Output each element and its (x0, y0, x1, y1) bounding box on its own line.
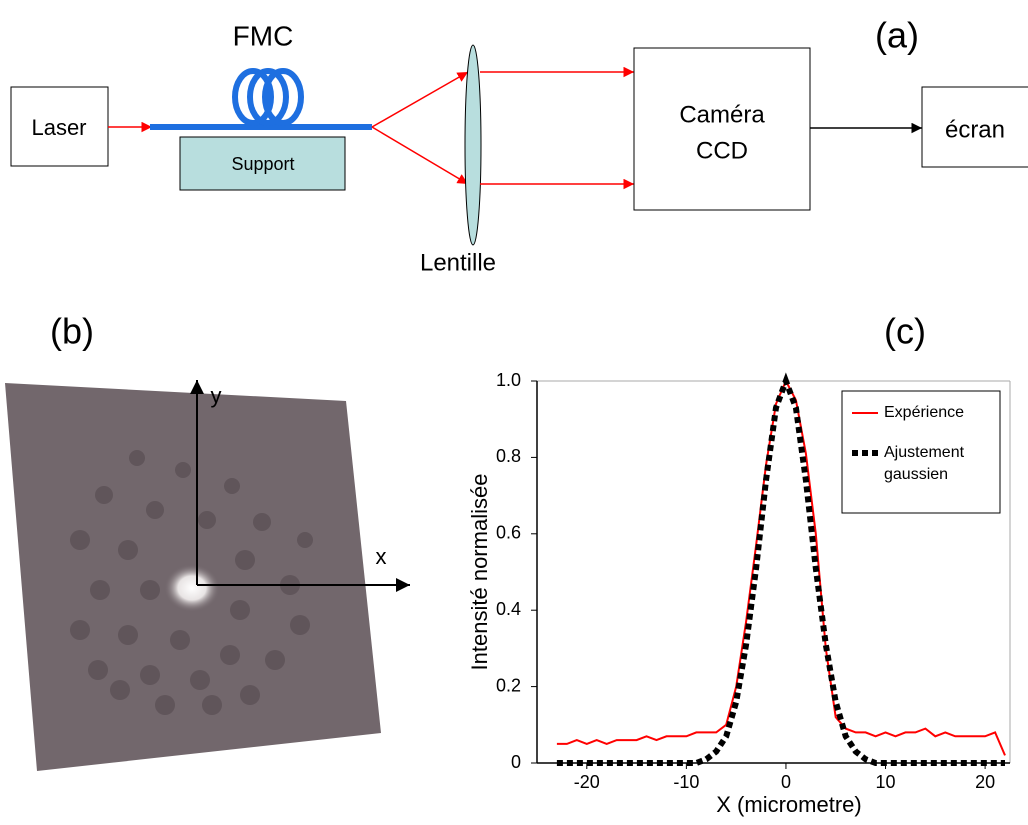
x-tick-label: -20 (574, 772, 600, 792)
spots (70, 450, 313, 715)
axis-label: x (376, 544, 387, 569)
support-label: Support (231, 154, 294, 174)
lens-label: Lentille (420, 249, 496, 276)
camera-label: CCD (696, 137, 748, 164)
y-tick-label: 0.2 (496, 675, 521, 695)
axis-label: y (211, 383, 222, 408)
camera-box (633, 47, 811, 211)
legend-entry: Expérience (884, 404, 965, 421)
x-tick-label: -10 (673, 772, 699, 792)
y-axis-title: Intensité normalisée (467, 474, 492, 671)
laser-label: Laser (31, 115, 86, 140)
panel-label: (b) (50, 311, 94, 352)
legend-label: Ajustement gaussien (884, 444, 965, 483)
panel-label: (c) (884, 311, 926, 352)
series-line (556, 378, 1006, 756)
support-box (179, 136, 346, 191)
legend-box (841, 390, 1001, 514)
fiber-label: FMC (233, 20, 294, 51)
laser-box (10, 86, 109, 167)
camera-label: Caméra (679, 101, 765, 128)
screen-box (921, 86, 1028, 168)
mode-image: (b) y x (5, 311, 410, 771)
series-line (556, 372, 1005, 766)
setup-diagram: (a) Laser Support FMC Lentille Caméra CC… (10, 15, 1028, 276)
beam (371, 71, 469, 128)
lens (464, 44, 482, 246)
x-tick-label: 20 (975, 772, 995, 792)
central-spot (164, 564, 220, 612)
y-tick-label: 0.6 (496, 523, 521, 543)
panel-label: (a) (875, 15, 919, 56)
y-tick-label: 0.8 (496, 446, 521, 466)
x-tick-label: 10 (876, 772, 896, 792)
legend-label: Expérience (884, 404, 965, 421)
x-tick-label: 0 (781, 772, 791, 792)
screen-label: écran (945, 116, 1005, 143)
profile-chart: (c) X (micrometre) Intensité normalisée … (467, 311, 1011, 817)
y-tick-label: 0.4 (496, 599, 521, 619)
x-axis-title: X (micrometre) (716, 792, 861, 817)
legend-entry: Ajustement gaussien (884, 444, 965, 483)
beam (371, 126, 469, 185)
y-tick-label: 1.0 (496, 370, 521, 390)
y-tick-label: 0 (511, 752, 521, 772)
fiber-coil (232, 68, 304, 126)
